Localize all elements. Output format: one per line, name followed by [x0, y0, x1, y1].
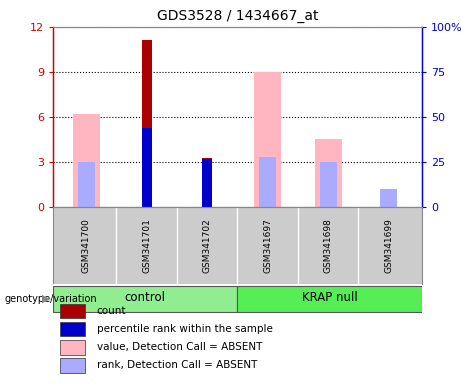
Bar: [237, 286, 422, 311]
FancyBboxPatch shape: [60, 340, 85, 355]
Text: percentile rank within the sample: percentile rank within the sample: [97, 324, 273, 334]
Text: GSM341702: GSM341702: [203, 218, 212, 273]
Bar: [380, 189, 397, 207]
Title: GDS3528 / 1434667_at: GDS3528 / 1434667_at: [157, 9, 318, 23]
Text: value, Detection Call = ABSENT: value, Detection Call = ABSENT: [97, 342, 262, 352]
Text: control: control: [125, 291, 165, 305]
Text: GSM341700: GSM341700: [82, 218, 91, 273]
Bar: [142, 128, 152, 207]
Bar: [314, 139, 342, 207]
Text: count: count: [97, 306, 126, 316]
Text: genotype/variation: genotype/variation: [5, 293, 97, 304]
Bar: [319, 162, 337, 207]
Bar: [78, 162, 95, 207]
Text: KRAP null: KRAP null: [302, 291, 357, 305]
FancyBboxPatch shape: [60, 358, 85, 373]
Text: GSM341697: GSM341697: [263, 218, 272, 273]
Bar: [73, 114, 100, 207]
Text: GSM341698: GSM341698: [324, 218, 332, 273]
Bar: [142, 40, 152, 207]
Bar: [202, 159, 212, 207]
Text: rank, Detection Call = ABSENT: rank, Detection Call = ABSENT: [97, 360, 257, 371]
FancyBboxPatch shape: [60, 322, 85, 336]
FancyBboxPatch shape: [60, 303, 85, 318]
Text: GSM341701: GSM341701: [142, 218, 151, 273]
Bar: [53, 286, 237, 311]
Bar: [259, 157, 276, 207]
Bar: [202, 158, 212, 207]
Bar: [254, 72, 281, 207]
Text: ▶: ▶: [42, 293, 50, 304]
Text: GSM341699: GSM341699: [384, 218, 393, 273]
